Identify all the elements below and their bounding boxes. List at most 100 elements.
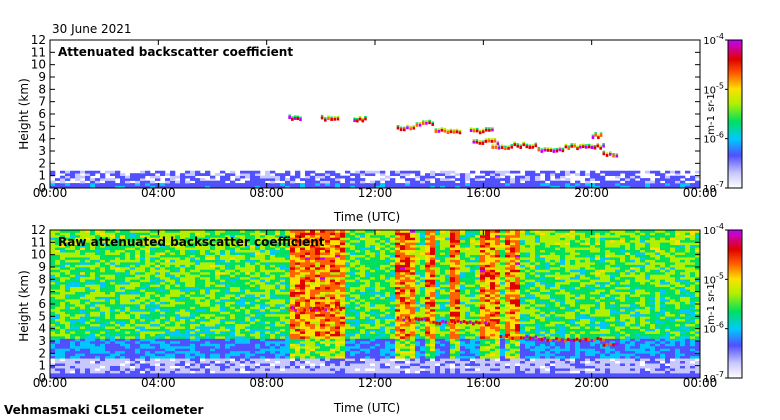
backscatter-cell [330, 281, 336, 285]
backscatter-cell [310, 341, 316, 344]
backscatter-cell [195, 323, 201, 327]
backscatter-cell [275, 375, 281, 379]
backscatter-cell [215, 180, 221, 184]
backscatter-cell [195, 264, 201, 268]
backscatter-cell [105, 328, 111, 332]
backscatter-cell [350, 284, 356, 288]
backscatter-cell [275, 368, 281, 371]
backscatter-cell [110, 234, 116, 238]
backscatter-cell [150, 291, 156, 295]
cloud-layer-edge [552, 148, 556, 150]
backscatter-cell [140, 281, 146, 285]
backscatter-cell [165, 365, 171, 369]
backscatter-cell [275, 323, 281, 327]
backscatter-cell [265, 252, 271, 255]
backscatter-cell [50, 350, 56, 354]
backscatter-cell [130, 178, 136, 181]
backscatter-cell [75, 294, 81, 297]
backscatter-cell [365, 234, 371, 238]
backscatter-cell [275, 185, 281, 189]
backscatter-cell [170, 321, 176, 325]
backscatter-cell [185, 254, 191, 258]
backscatter-cell [305, 299, 311, 302]
backscatter-cell [90, 304, 96, 307]
backscatter-cell [65, 299, 71, 302]
backscatter-cell [280, 279, 286, 283]
backscatter-cell [250, 304, 256, 307]
backscatter-cell [140, 296, 146, 300]
backscatter-cell [300, 254, 306, 258]
backscatter-cell [290, 183, 296, 186]
backscatter-cell [55, 311, 61, 315]
backscatter-cell [240, 336, 246, 339]
backscatter-cell [140, 345, 146, 349]
backscatter-cell [315, 355, 321, 359]
backscatter-cell [60, 294, 66, 297]
backscatter-cell [135, 242, 141, 246]
backscatter-cell [120, 281, 126, 285]
backscatter-cell [110, 242, 116, 246]
backscatter-cell [435, 178, 441, 181]
backscatter-cell [240, 368, 246, 371]
backscatter-cell [575, 173, 581, 176]
backscatter-cell [345, 348, 351, 352]
backscatter-cell [245, 291, 251, 295]
backscatter-cell [655, 170, 661, 174]
backscatter-cell [80, 286, 86, 290]
backscatter-cell [370, 284, 376, 288]
backscatter-cell [295, 294, 301, 297]
cloud-layer-mark [296, 117, 300, 121]
backscatter-cell [325, 336, 331, 339]
backscatter-cell [245, 183, 251, 186]
backscatter-cell [250, 308, 256, 312]
backscatter-cell [110, 321, 116, 325]
backscatter-cell [145, 308, 151, 312]
backscatter-cell [80, 249, 86, 253]
cloud-layer-edge [320, 114, 324, 117]
backscatter-cell [370, 358, 376, 362]
backscatter-cell [215, 301, 221, 305]
backscatter-cell [200, 360, 206, 364]
backscatter-cell [240, 291, 246, 295]
backscatter-cell [295, 311, 301, 315]
backscatter-cell [140, 291, 146, 295]
backscatter-cell [80, 252, 86, 255]
backscatter-cell [220, 358, 226, 362]
backscatter-cell [455, 183, 461, 186]
backscatter-cell [65, 259, 71, 263]
backscatter-cell [365, 338, 371, 342]
backscatter-cell [100, 276, 106, 280]
backscatter-cell [70, 269, 76, 273]
backscatter-cell [335, 301, 341, 305]
backscatter-cell [375, 286, 381, 290]
backscatter-cell [220, 279, 226, 283]
backscatter-cell [65, 343, 71, 347]
backscatter-cell [345, 269, 351, 273]
backscatter-cell [155, 284, 161, 288]
backscatter-cell [85, 311, 91, 315]
backscatter-cell [195, 262, 201, 265]
backscatter-cell [245, 281, 251, 285]
backscatter-cell [525, 178, 531, 181]
cloud-layer-edge [487, 137, 491, 140]
backscatter-cell [80, 328, 86, 332]
backscatter-cell [170, 348, 176, 352]
backscatter-cell [270, 341, 276, 344]
backscatter-cell [285, 289, 291, 292]
backscatter-cell [155, 316, 161, 320]
backscatter-cell [235, 363, 241, 366]
backscatter-cell [165, 262, 171, 265]
backscatter-cell [290, 358, 296, 362]
backscatter-cell [220, 373, 226, 376]
backscatter-cell [85, 230, 91, 233]
backscatter-cell [150, 296, 156, 300]
cloud-layer-mark [443, 129, 447, 133]
backscatter-cell [245, 232, 251, 236]
backscatter-cell [370, 249, 376, 253]
backscatter-cell [360, 239, 366, 243]
backscatter-cell [360, 323, 366, 327]
backscatter-cell [355, 183, 361, 186]
backscatter-cell [65, 333, 71, 337]
backscatter-cell [345, 259, 351, 263]
backscatter-cell [210, 242, 216, 246]
